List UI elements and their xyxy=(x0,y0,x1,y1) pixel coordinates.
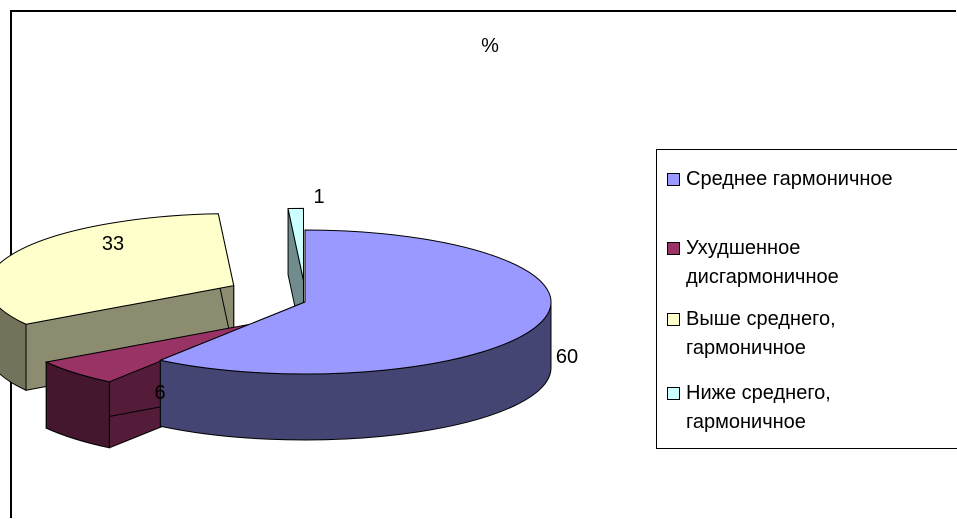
pie-data-labels: 60 6 33 1 xyxy=(102,186,578,404)
legend-swatch xyxy=(667,173,680,186)
data-label-3: 1 xyxy=(313,186,324,208)
legend-swatch xyxy=(667,242,680,255)
legend-swatch xyxy=(667,387,680,400)
legend-item-vyshe-srednego: Выше среднего, гармоничное xyxy=(667,305,957,363)
chart-title: % xyxy=(481,35,499,57)
legend-item-nizhe-srednego: Ниже среднего, гармоничное xyxy=(667,379,957,437)
legend-item-srednee-garmonichnoe: Среднее гармоничное xyxy=(667,165,957,194)
data-label-0: 60 xyxy=(556,346,578,368)
data-label-2: 33 xyxy=(102,233,124,255)
legend-label: Ухудшенное дисгармоничное xyxy=(686,237,839,288)
legend-item-uhudshennoe-disgarmonichnoe: Ухудшенное дисгармоничное xyxy=(667,234,957,292)
legend-label: Среднее гармоничное xyxy=(686,168,893,190)
data-label-1: 6 xyxy=(154,382,165,404)
legend-label: Ниже среднего, гармоничное xyxy=(686,382,831,433)
legend-swatch xyxy=(667,313,680,326)
legend-label: Выше среднего, гармоничное xyxy=(686,308,836,359)
pie-slice-0 xyxy=(158,229,552,441)
pie-slices xyxy=(0,207,552,449)
legend: Среднее гармоничное Ухудшенное дисгармон… xyxy=(656,149,957,449)
